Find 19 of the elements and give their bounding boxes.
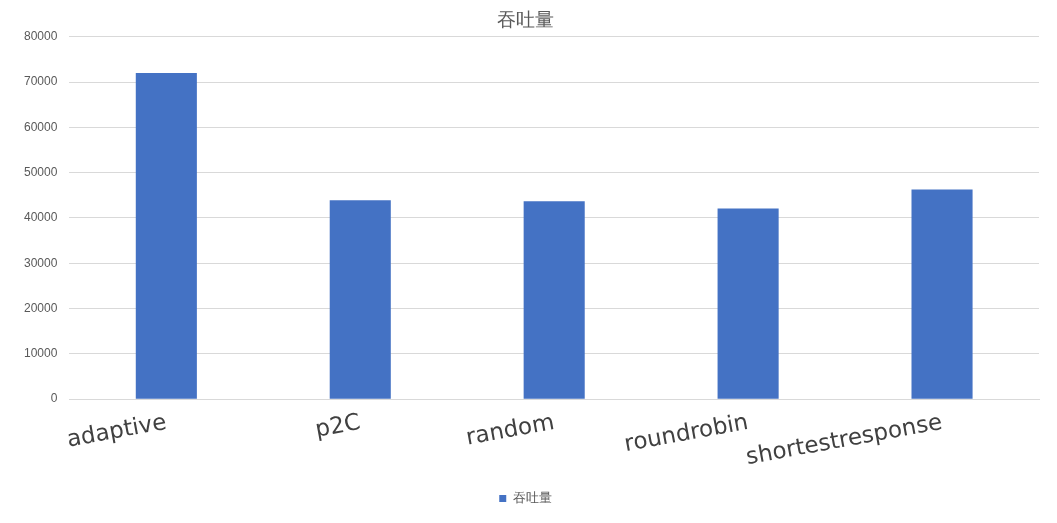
y-tick-label: 80000 [23,29,58,44]
y-tick-label: 60000 [23,119,58,134]
x-tick-label: adaptive [64,407,169,452]
chart-title: 吞吐量 [497,8,554,31]
y-tick-label: 20000 [23,300,58,315]
y-tick-label: 70000 [23,74,58,89]
y-tick-label: 10000 [23,346,58,361]
bar [717,208,779,399]
x-tick-label: random [463,407,557,450]
bar [523,201,585,399]
bar [135,73,197,399]
y-tick-label: 40000 [23,210,58,225]
bar [329,200,391,399]
legend-label: 吞吐量 [512,489,552,505]
y-tick-label: 30000 [23,255,58,270]
bar [911,189,973,399]
y-tick-label: 0 [50,391,58,406]
x-tick-label: p2C [313,407,363,442]
y-tick-label: 50000 [23,165,58,179]
